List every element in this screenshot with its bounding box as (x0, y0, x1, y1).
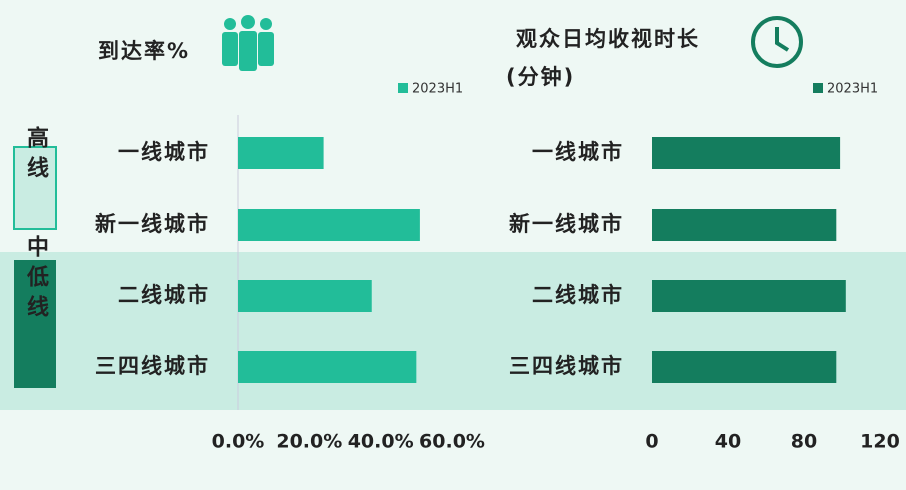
legend-label: 2023H1 (827, 82, 878, 97)
x-tick-label: 20.0% (276, 431, 342, 453)
legend-swatch (813, 83, 823, 93)
y-tick-label: 一线城市 (532, 140, 624, 164)
y-tick-label: 新一线城市 (95, 212, 210, 236)
x-tick-label: 40 (715, 431, 741, 453)
bar (238, 137, 324, 169)
group-box (13, 146, 57, 230)
group-box (14, 260, 56, 388)
bar (238, 280, 372, 312)
y-tick-label: 一线城市 (118, 140, 210, 164)
y-tick-label: 新一线城市 (509, 212, 624, 236)
y-tick-label: 三四线城市 (509, 354, 624, 378)
x-tick-label: 120 (860, 431, 900, 453)
clock-icon (751, 16, 803, 68)
x-tick-label: 0.0% (212, 431, 265, 453)
x-tick-label: 60.0% (419, 431, 485, 453)
bar (238, 209, 420, 241)
group-label: 中低线 (23, 235, 50, 325)
bar (652, 137, 841, 169)
chart-title: 观众日均收视时长 (516, 27, 700, 51)
chart-title: 到达率% (98, 39, 190, 63)
y-tick-label: 三四线城市 (95, 354, 210, 378)
legend-swatch (398, 83, 408, 93)
group-label: 高线 (23, 125, 49, 186)
legend-label: 2023H1 (412, 82, 463, 97)
y-tick-label: 二线城市 (118, 283, 210, 307)
y-tick-label: 二线城市 (532, 283, 624, 307)
group-band (0, 252, 906, 410)
bar (652, 209, 837, 241)
people-icon (222, 15, 274, 71)
bar (652, 351, 837, 383)
chart-subtitle: (分钟) (506, 65, 575, 89)
bar (238, 351, 417, 383)
bar (652, 280, 846, 312)
x-tick-label: 80 (791, 431, 817, 453)
x-tick-label: 40.0% (348, 431, 414, 453)
x-tick-label: 0 (645, 431, 658, 453)
